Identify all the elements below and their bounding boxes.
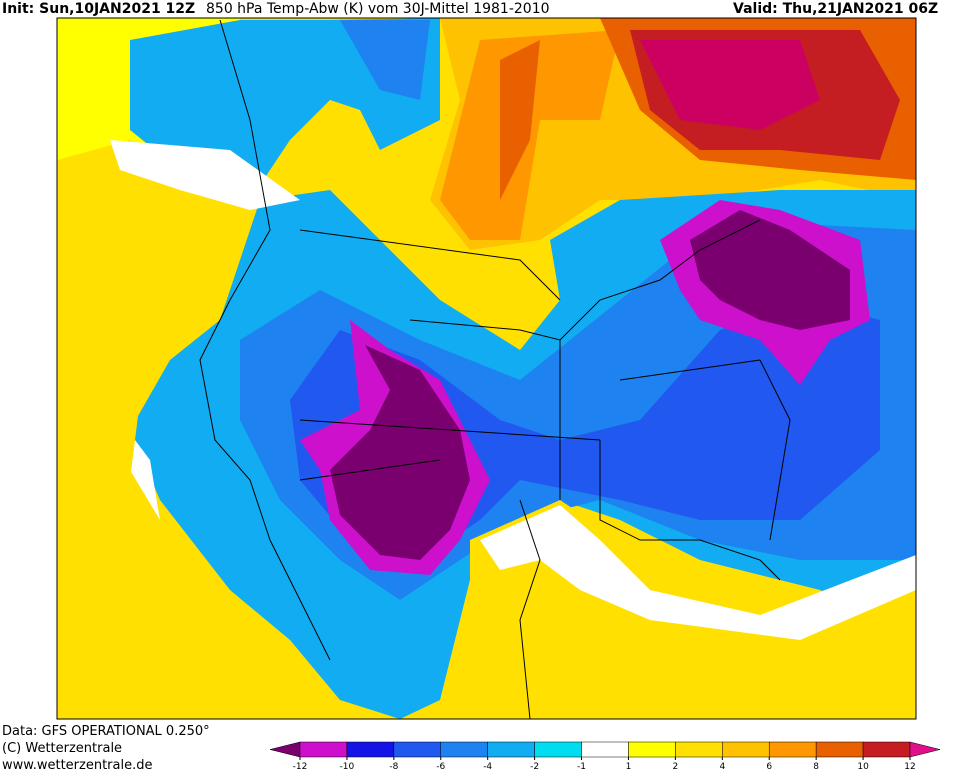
copyright: (C) Wetterzentrale: [2, 741, 122, 756]
colorbar-segment: [299, 741, 348, 758]
map-title: 850 hPa Temp-Abw (K) vom 30J-Mittel 1981…: [206, 1, 550, 17]
colorbar-tick-label: -10: [340, 762, 355, 772]
colorbar-segment: [628, 741, 676, 758]
colorbar-tick-label: -4: [483, 762, 492, 772]
colorbar-tick-label: -2: [530, 762, 539, 772]
colorbar: -12 -10 -8 -6 -4 -2 -1 1 2 4 6 8 10 12: [269, 741, 941, 772]
url: www.wetterzentrale.de: [2, 758, 152, 773]
colorbar-tick-label: 4: [719, 762, 725, 772]
colorbar-extend-low: [269, 741, 301, 758]
valid-time: Valid: Thu,21JAN2021 06Z: [733, 1, 938, 17]
colorbar-tick-label: 12: [904, 762, 915, 772]
colorbar-segment: [534, 741, 582, 758]
colorbar-tick-label: -12: [293, 762, 308, 772]
colorbar-tick-label: -6: [436, 762, 445, 772]
colorbar-segment: [581, 741, 629, 758]
colorbar-segment: [722, 741, 770, 758]
colorbar-tick-label: 1: [626, 762, 632, 772]
colorbar-tick-label: 10: [857, 762, 869, 772]
colorbar-segment: [393, 741, 442, 758]
colorbar-tick-label: 2: [673, 762, 679, 772]
colorbar-tick-label: 8: [813, 762, 819, 772]
data-source: Data: GFS OPERATIONAL 0.250°: [2, 724, 210, 739]
colorbar-tick-label: 6: [766, 762, 772, 772]
colorbar-segment: [862, 741, 911, 758]
colorbar-segment: [487, 741, 535, 758]
colorbar-segment: [675, 741, 723, 758]
colorbar-segment: [346, 741, 395, 758]
colorbar-extend-high: [909, 741, 941, 758]
init-time: Init: Sun,10JAN2021 12Z: [2, 1, 195, 17]
colorbar-tick-label: -8: [389, 762, 398, 772]
colorbar-segment: [440, 741, 488, 758]
colorbar-tick-label: -1: [577, 762, 586, 772]
colorbar-segment: [815, 741, 864, 758]
colorbar-segment: [768, 741, 817, 758]
map: [56, 17, 917, 720]
